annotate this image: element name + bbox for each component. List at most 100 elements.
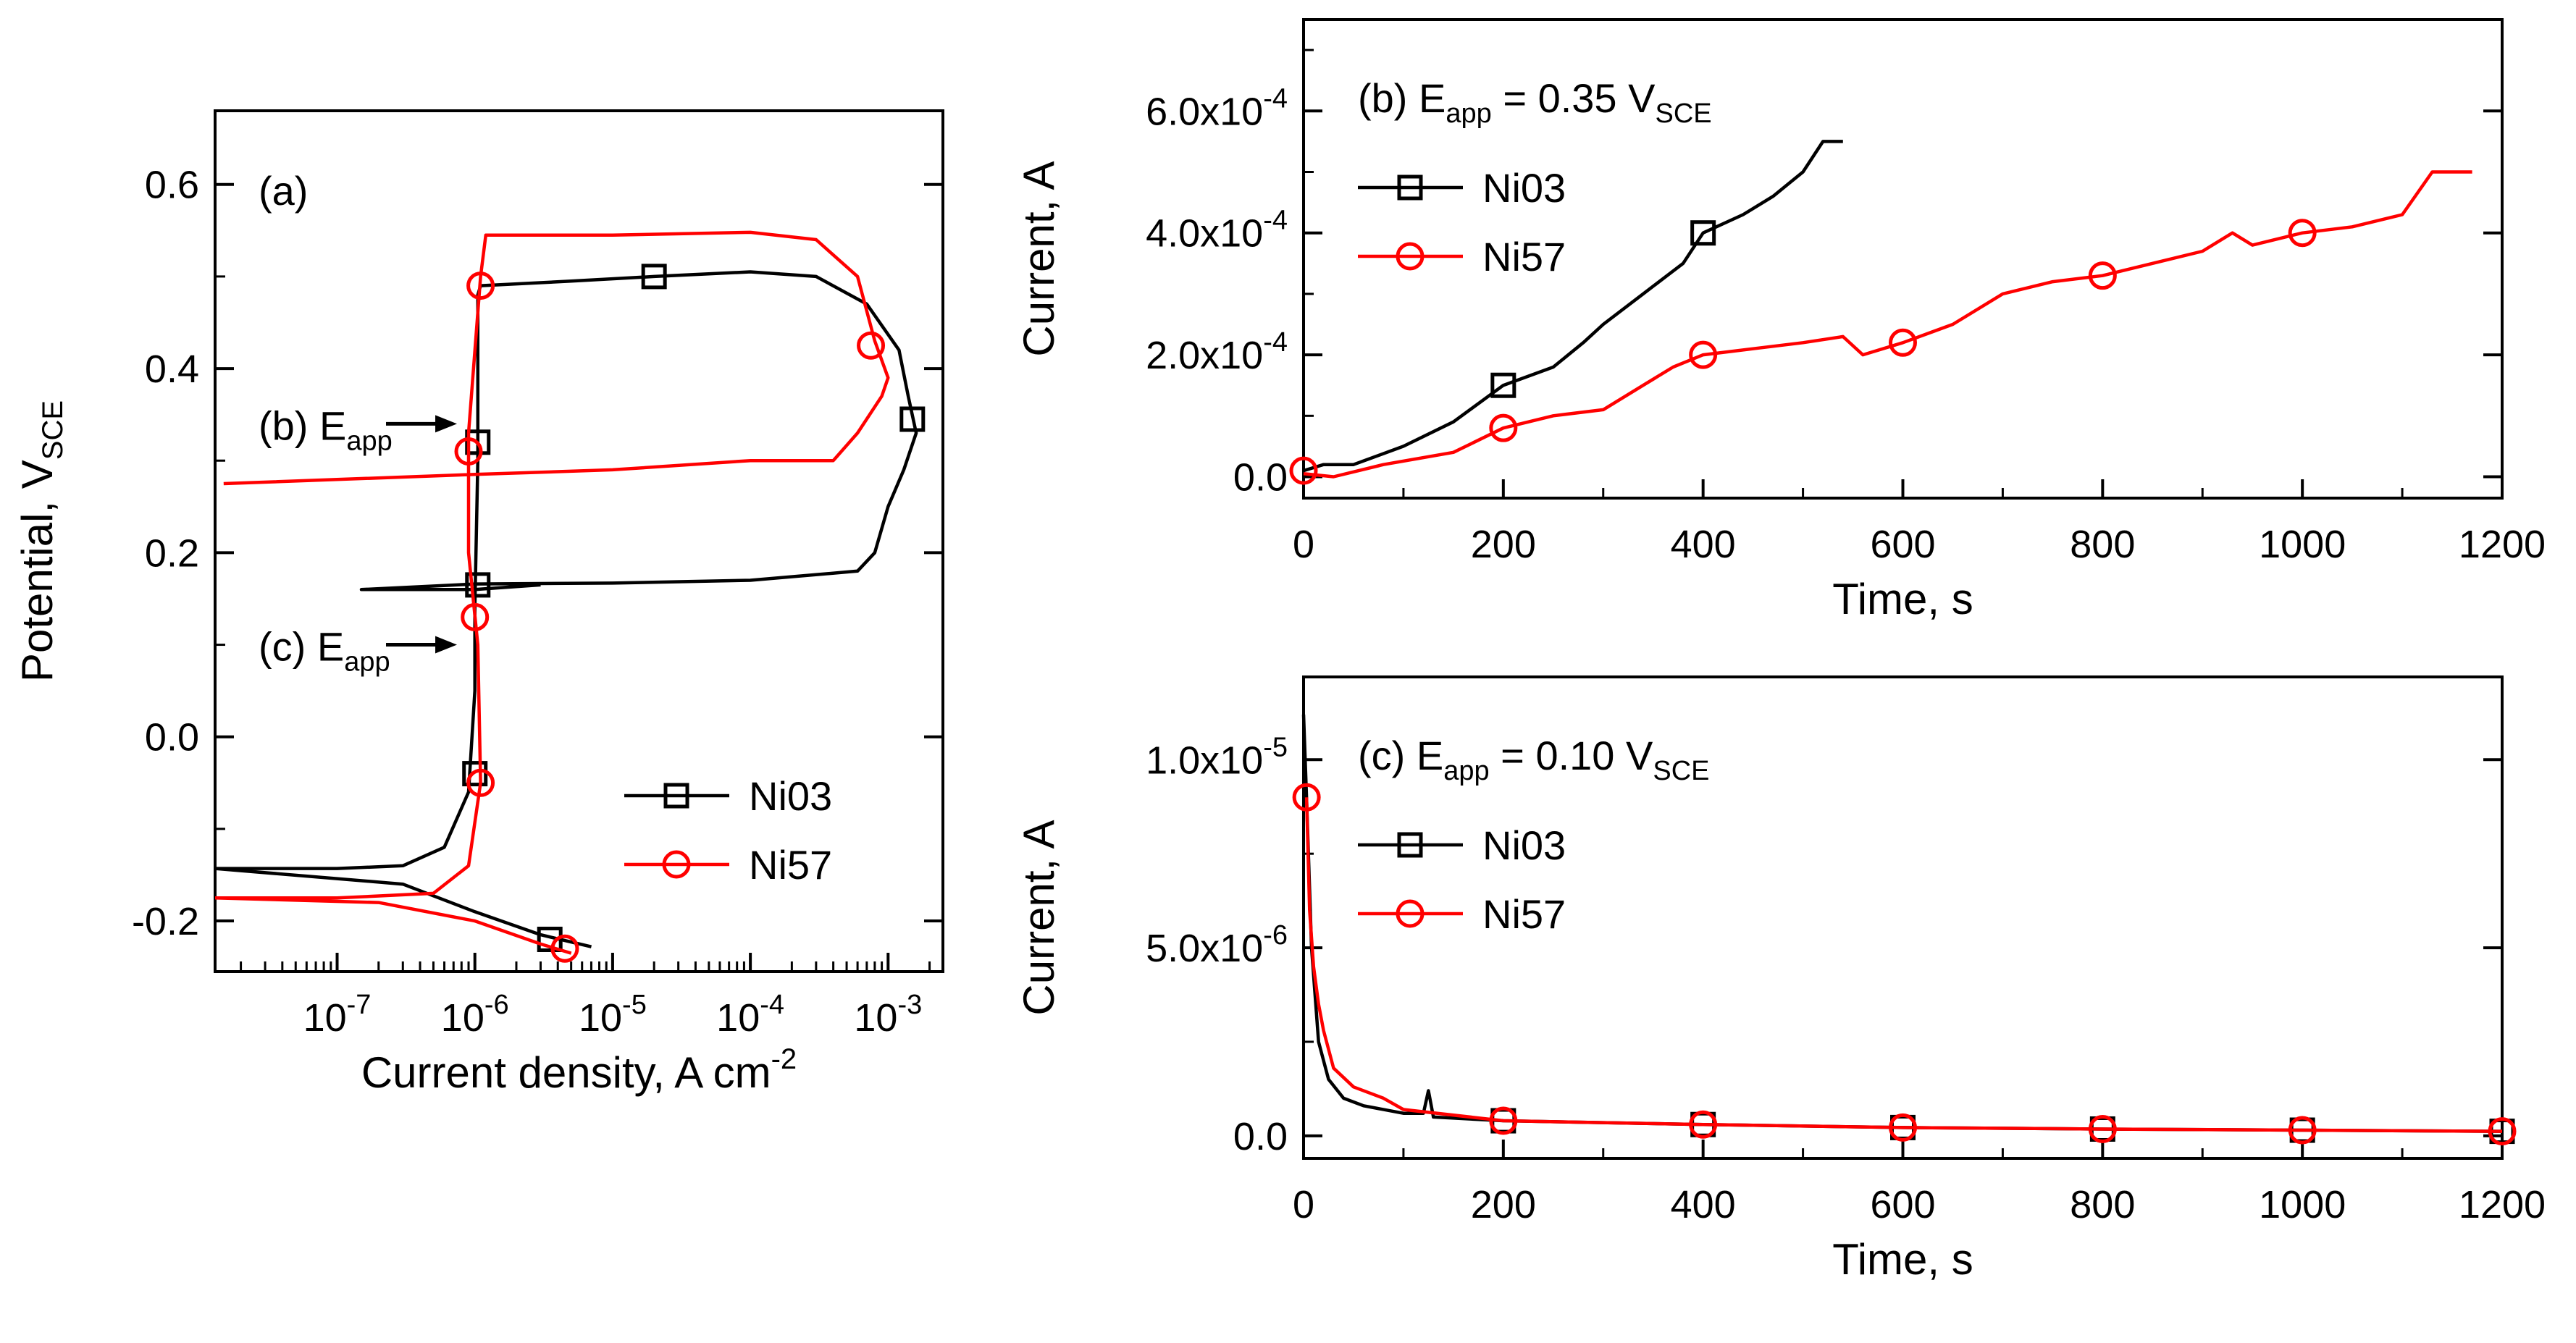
- legend-label-Ni57-a: Ni57: [749, 842, 832, 888]
- y-tick-label-base: 0.0: [1233, 1115, 1288, 1158]
- data-point-Ni57-5: [2288, 1116, 2317, 1145]
- data-point-Ni57-0: [466, 768, 495, 797]
- x-tick-label-a-3: 10-4: [716, 990, 784, 1040]
- data-point-Ni57-1: [1489, 413, 1518, 442]
- y-axis-label-c: Current, A: [1015, 820, 1063, 1015]
- x-axis-label-c: Time, s: [1832, 1235, 1973, 1284]
- annotation-sub: app: [346, 426, 392, 456]
- legend-label-Ni03-c: Ni03: [1482, 822, 1566, 868]
- annotation-arrow-head-1: [435, 415, 458, 433]
- y-tick-label-base: 5.0x10: [1146, 927, 1263, 970]
- x-tick-label-c-1: 200: [1471, 1183, 1536, 1226]
- x-tick-label-c-2: 400: [1671, 1183, 1736, 1226]
- series-Ni03-b: [1303, 140, 1843, 473]
- x-tick-label-a-1: 10-6: [441, 990, 509, 1040]
- panel-a-potentiodynamic-plot: 10-7 10-6 10-5 10-4 10-3-0.20.00.20.40.6Curr…: [13, 109, 944, 1097]
- series-branch-line-Ni57: [214, 896, 572, 955]
- y-axis-label-text: Current, A: [1015, 161, 1063, 356]
- data-point-Ni57-0: [1289, 456, 1318, 485]
- y-tick-label-base: 6.0x10: [1146, 90, 1263, 133]
- x-axis-label-text: Time, s: [1832, 1235, 1973, 1284]
- data-point-Ni03-0: [1490, 372, 1516, 398]
- x-tick-label-base: 10: [441, 996, 484, 1040]
- x-tick-label-c-0: 0: [1293, 1183, 1314, 1226]
- x-tick-label-b-6: 1200: [2459, 523, 2546, 566]
- data-point-Ni57-3: [466, 271, 495, 300]
- panel-c-current-time-plot: 0 200 400 600 800 1000 1200 0.0 5.0x10-6 1.0x10-5…: [1015, 675, 2546, 1284]
- x-tick-label-c-4: 800: [2070, 1183, 2135, 1226]
- data-point-Ni03-1: [1690, 220, 1716, 246]
- data-point-Ni57-4: [857, 331, 886, 360]
- x-tick-label-exp: -5: [622, 990, 647, 1020]
- data-point-Ni57-3: [1889, 1113, 1917, 1142]
- y-axis-label-sub: SCE: [37, 400, 69, 460]
- y-axis-label-text: Current, A: [1015, 820, 1063, 1015]
- y-axis-label-a: Potential, VSCE: [13, 400, 69, 682]
- y-tick-label-exp: -4: [1263, 327, 1288, 358]
- series-line-Ni03: [215, 270, 918, 870]
- y-tick-label-c-2: 1.0x10-5: [1146, 732, 1288, 782]
- y-tick-label-b-0: 0.0: [1233, 456, 1288, 500]
- x-tick-label-b-0: 0: [1293, 523, 1314, 566]
- data-point-Ni03-5: [537, 926, 563, 952]
- y-tick-label-base: 4.0x10: [1146, 212, 1263, 256]
- y-axis-label-b: Current, A: [1015, 161, 1063, 356]
- data-point-Ni57-0: [1292, 783, 1321, 812]
- series-Ni57-a: [214, 230, 890, 963]
- series-Ni57-b: [1289, 170, 2472, 485]
- data-point-Ni57-5: [2288, 219, 2317, 248]
- legend-label-Ni57-b: Ni57: [1482, 234, 1566, 279]
- annotation-sub: app: [344, 647, 390, 678]
- x-tick-label-a-4: 10-3: [854, 990, 922, 1040]
- x-tick-label-a-2: 10-5: [579, 990, 647, 1040]
- data-point-Ni57-4: [2088, 1114, 2117, 1143]
- y-tick-label-base: 1.0x10: [1146, 738, 1263, 782]
- data-point-Ni03-3: [641, 264, 667, 290]
- legend-marker-Ni03-a: [663, 783, 689, 809]
- y-axis-label-text: Potential, V: [13, 460, 62, 682]
- panel-b-current-time-plot: 0 200 400 600 800 1000 12000.02.0x10-44.0x10-4…: [1015, 18, 2546, 623]
- annotation-text: (c) E: [259, 624, 344, 670]
- y-tick-label-b-2: 4.0x10-4: [1146, 206, 1288, 256]
- x-tick-label-b-2: 400: [1671, 523, 1736, 566]
- panel-title-sub: app: [1446, 98, 1491, 129]
- panel-title-c: (c) Eapp = 0.10 VSCE: [1358, 733, 1710, 786]
- y-tick-label-a-4: 0.6: [145, 164, 199, 207]
- x-tick-label-b-4: 800: [2070, 523, 2135, 566]
- y-tick-label-c-1: 5.0x10-6: [1146, 920, 1288, 970]
- legend-marker-Ni03-b: [1397, 174, 1423, 201]
- legend-marker-Ni57-b: [1396, 242, 1425, 271]
- panel-title-b: (b) Eapp = 0.35 VSCE: [1358, 75, 1712, 129]
- x-tick-label-exp: -4: [760, 990, 784, 1020]
- data-point-Ni57-1: [1489, 1106, 1518, 1135]
- panel-title-rest: = 0.10 V: [1490, 733, 1653, 778]
- x-tick-label-c-3: 600: [1870, 1183, 1935, 1226]
- series-line-Ni57: [1303, 170, 2472, 479]
- y-tick-label-exp: -5: [1263, 732, 1288, 762]
- x-axis-label-b: Time, s: [1832, 575, 1973, 623]
- legend-marker-Ni03-c: [1397, 832, 1423, 858]
- x-tick-label-c-6: 1200: [2459, 1183, 2546, 1226]
- x-tick-label-exp: -3: [897, 990, 922, 1020]
- x-axis-label-sup: -2: [771, 1043, 797, 1075]
- y-tick-label-a-3: 0.4: [145, 348, 199, 391]
- y-tick-label-base: 0.0: [1233, 456, 1288, 500]
- y-tick-label-exp: -6: [1263, 920, 1288, 951]
- annotation-1: (b) Eapp: [259, 403, 393, 456]
- legend-marker-Ni57-c: [1396, 899, 1425, 928]
- legend-label-Ni03-a: Ni03: [749, 773, 832, 819]
- series-line-Ni57: [215, 230, 890, 900]
- data-point-Ni57-4: [2088, 261, 2117, 290]
- panel-title-rest: = 0.35 V: [1492, 75, 1656, 121]
- data-point-Ni57-5: [550, 934, 579, 963]
- x-axis-label-text: Current density, A cm: [361, 1048, 771, 1097]
- x-tick-label-b-1: 200: [1471, 523, 1536, 566]
- x-axis-label-a: Current density, A cm-2: [361, 1043, 797, 1097]
- y-tick-label-exp: -4: [1263, 83, 1288, 114]
- data-point-Ni57-2: [454, 437, 483, 466]
- x-tick-label-exp: -6: [484, 990, 509, 1020]
- x-tick-label-exp: -7: [347, 990, 372, 1020]
- x-tick-label-c-5: 1000: [2259, 1183, 2346, 1226]
- y-tick-label-a-2: 0.2: [145, 531, 199, 575]
